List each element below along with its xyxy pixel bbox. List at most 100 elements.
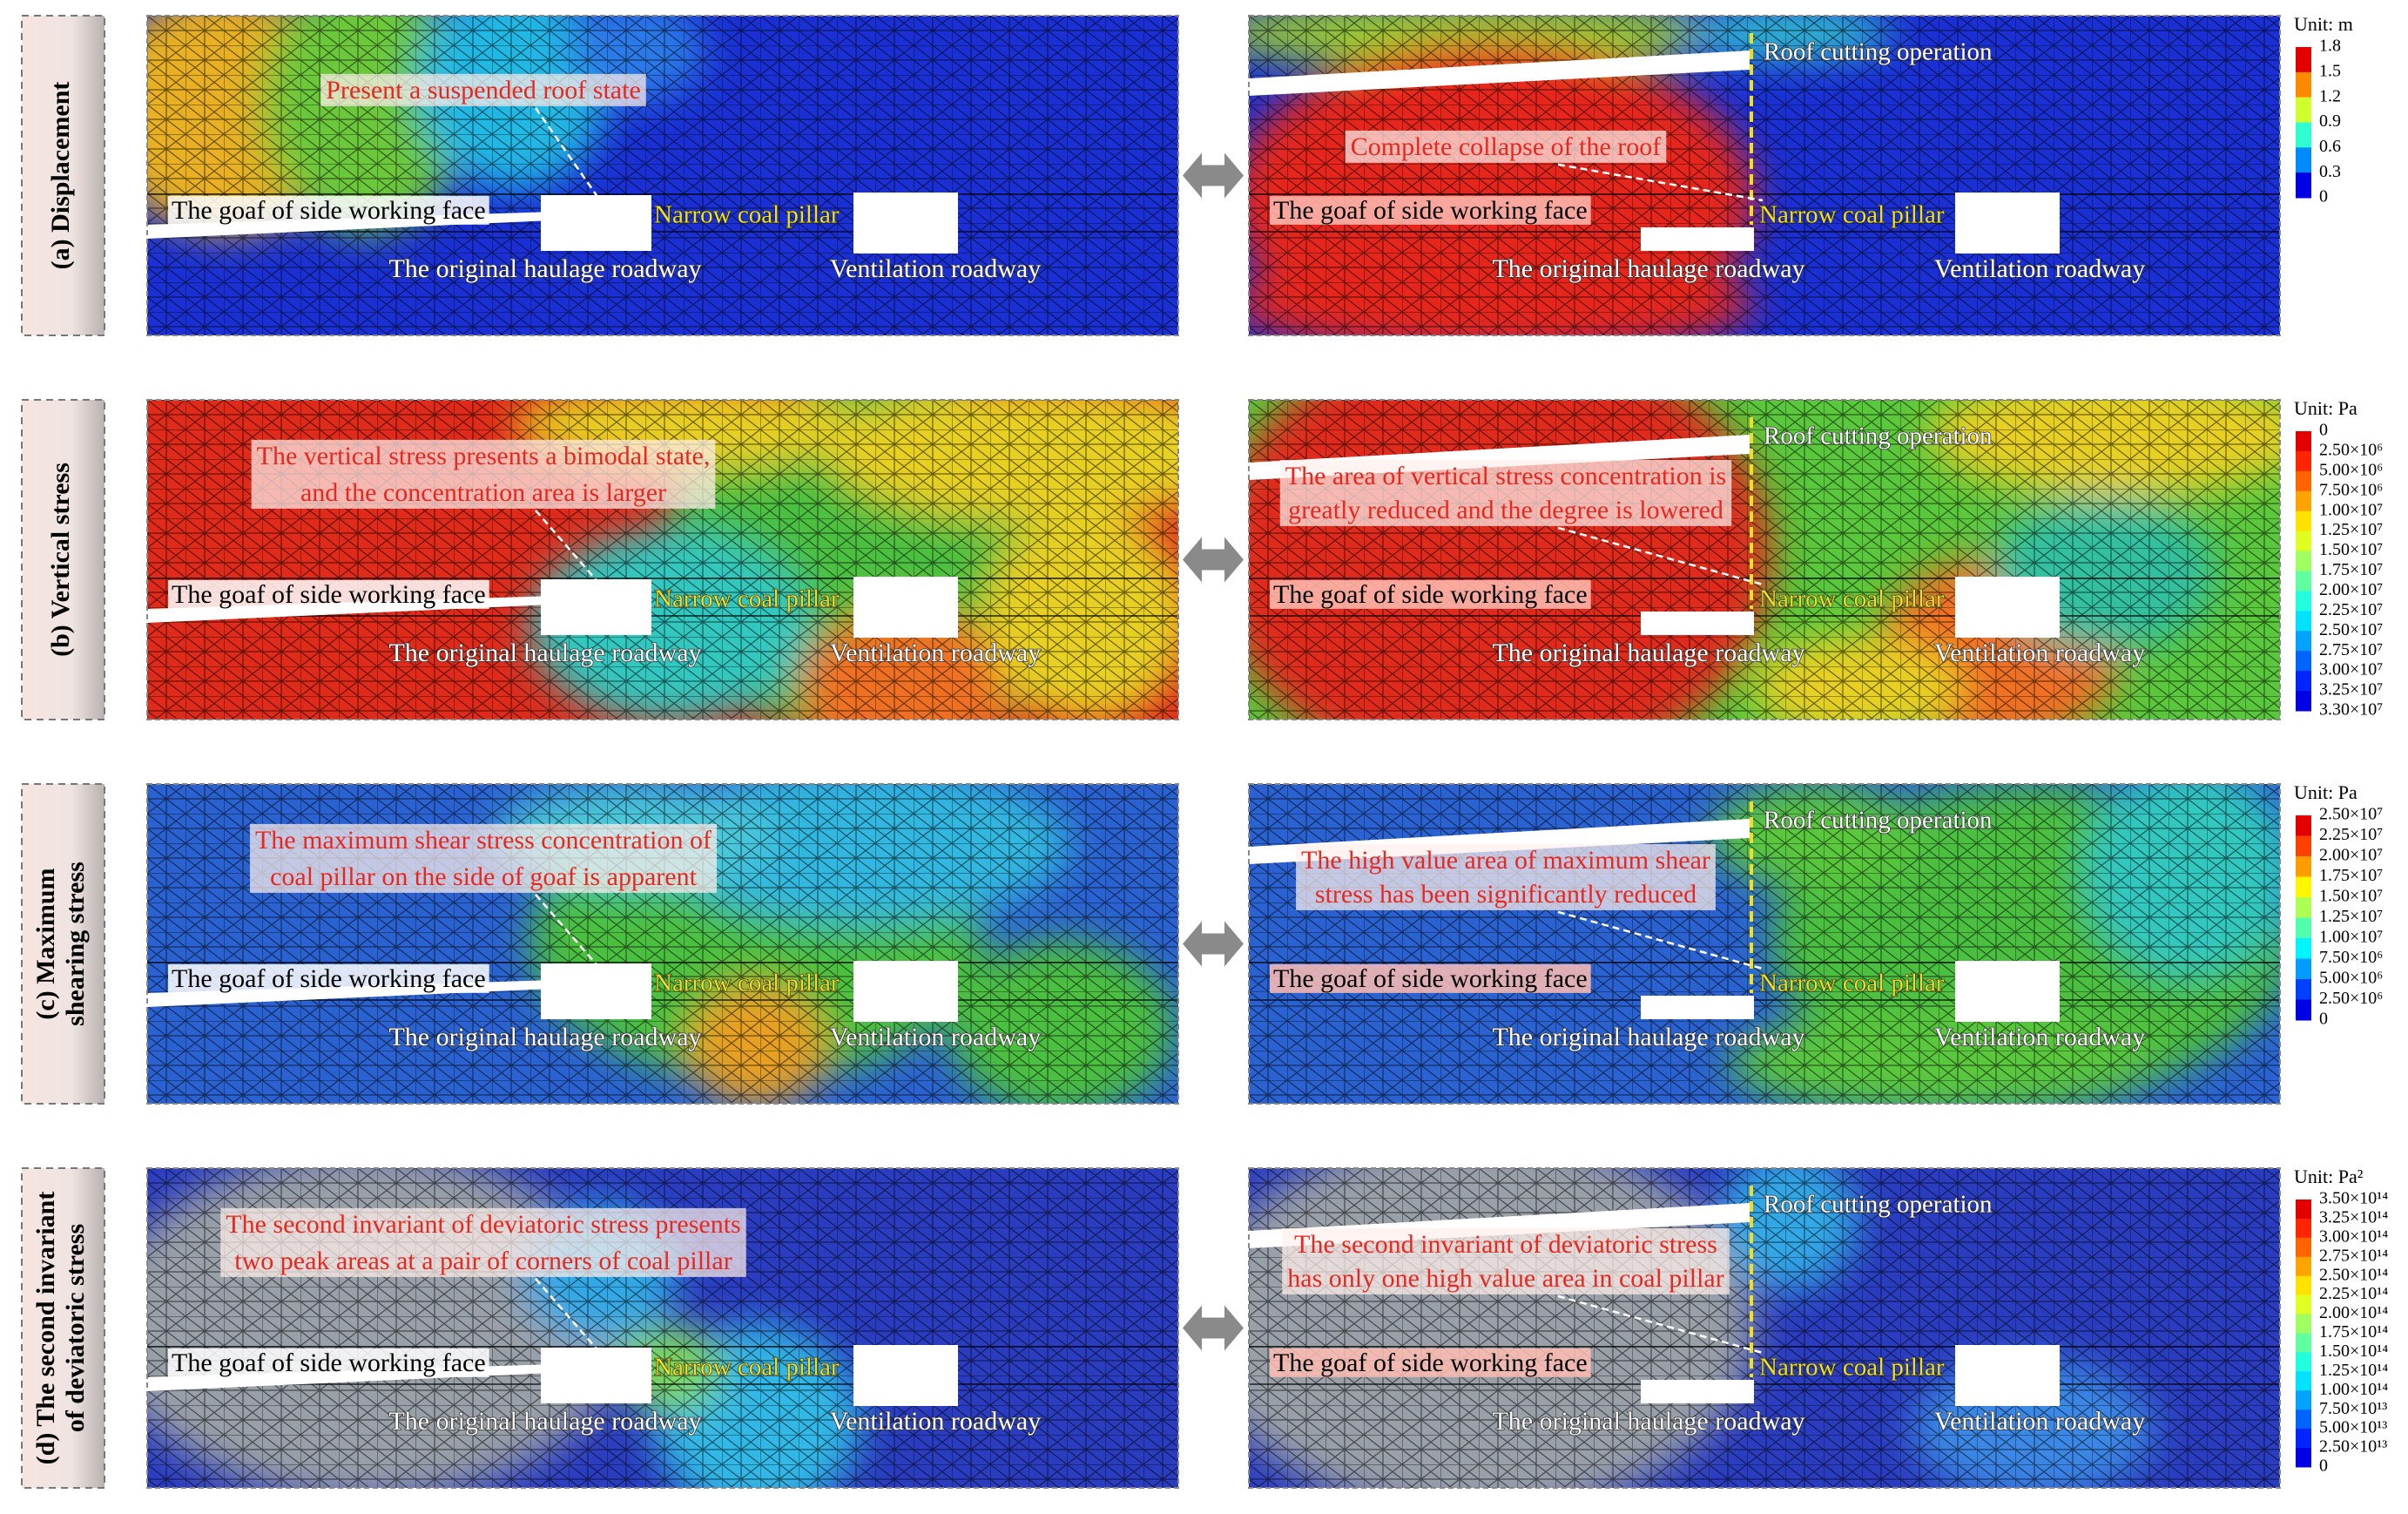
haulage-roadway [1641,996,1754,1019]
colorbar-segment [2296,490,2311,512]
legend-label: 5.00×10⁶ [2319,969,2383,988]
colorbar-segment [2296,470,2311,492]
ventilation-label: Ventilation roadway [1934,254,2145,283]
legend-label: 5.00×10⁶ [2319,460,2383,479]
colorbar-segment [2296,531,2311,552]
goaf-label-box [1270,963,1591,993]
goaf-label-box [1270,579,1591,609]
colorbar-segment [2296,47,2311,73]
row-label: (c) Maximum [31,868,60,1019]
annotation: coal pillar on the side of goaf is appar… [270,862,697,891]
annotation: and the concentration area is larger [300,478,666,507]
row-label: of deviatoric stress [61,1224,90,1432]
haulage-roadway [541,1348,651,1403]
colorbar-segment [2296,1314,2311,1334]
legend-label: 3.30×10⁷ [2319,700,2383,720]
ventilation-roadway [1955,961,2060,1022]
colorbar-segment [2296,1333,2311,1353]
ventilation-roadway [853,961,958,1022]
legend-label: 0 [2319,1010,2328,1029]
legend-label: 1.00×10⁷ [2319,928,2383,947]
colorbar-segment [2296,591,2311,612]
legend-label: 1.00×10¹⁴ [2319,1380,2388,1399]
roof-cutting-label: Roof cutting operation [1764,422,1993,450]
annotation-arrow [1557,1294,1764,1355]
legend-label: 0 [2319,421,2328,440]
colorbar-segment [2296,1218,2311,1239]
legend-label: 2.50×10⁷ [2319,620,2383,639]
colorbar-segment [2296,651,2311,672]
legend-label: 5.00×10¹³ [2319,1418,2387,1437]
goaf-label-box [168,963,489,993]
annotation: has only one high value area in coal pil… [1287,1264,1724,1293]
annotation: The vertical stress presents a bimodal s… [257,442,711,470]
haulage-label: The original haulage roadway [388,639,701,667]
colorbar-segment [2296,147,2311,173]
pillar-label: Narrow coal pillar [654,1354,840,1382]
annotation-box [1282,1227,1730,1294]
legend-label: 0.6 [2319,137,2341,156]
row-label-box [21,1167,105,1489]
annotation: Present a suspended roof state [326,76,641,105]
legend-label: 1.8 [2319,37,2341,56]
annotation-box [220,1207,746,1277]
colorbar-segment [2296,122,2311,148]
panel-border [146,15,1179,336]
goaf-label: The goaf of side working face [172,1348,486,1377]
roof-cutting-label: Roof cutting operation [1764,38,1993,66]
annotation: Complete collapse of the roof [1351,132,1662,161]
legend-label: 2.00×10⁷ [2319,846,2383,865]
annotation-box [320,73,646,106]
colorbar-segment [2296,1352,2311,1372]
legend-unit: Unit: Pa [2294,781,2357,803]
compare-arrow [1183,152,1244,199]
legend-label: 2.50×10⁷ [2319,805,2383,824]
pillar-label: Narrow coal pillar [654,970,840,997]
haulage-label: The original haulage roadway [1492,254,1804,283]
legend-label: 3.50×10¹⁴ [2319,1189,2388,1208]
legend-label: 2.25×10⁷ [2319,825,2383,844]
row-label-box [21,783,105,1105]
legend-label: 1.50×10⁷ [2319,887,2383,906]
annotation-box-group [1296,843,1716,910]
ventilation-label: Ventilation roadway [830,1407,1041,1436]
annotation-arrow [1557,526,1764,586]
legend-label: 3.25×10⁷ [2319,680,2383,700]
colorbar-segment [2296,691,2311,712]
colorbar-segment [2296,671,2311,692]
colorbar-segment [2296,1390,2311,1410]
colorbar-segment [2296,172,2311,199]
haulage-roadway [1641,612,1754,635]
row-label: shearing stress [61,862,90,1026]
ventilation-roadway [1955,1345,2060,1406]
haulage-roadway [1641,227,1754,251]
panel: The goaf of side working face Narrow coal… [147,16,1178,335]
colorbar-segment [2296,1448,2311,1468]
row-label: (b) Vertical stress [46,463,75,657]
legend-label: 1.5 [2319,61,2341,80]
ventilation-label: Ventilation roadway [1934,1407,2145,1436]
colorbar-segment [2296,938,2311,959]
goaf-label: The goaf of side working face [1273,964,1588,993]
haulage-roadway [541,579,651,635]
legend-unit: Unit: Pa [2294,397,2357,419]
colorbar-segment [2296,1371,2311,1391]
legend-label: 1.25×10⁷ [2319,907,2383,926]
mesh [147,16,1178,335]
haulage-roadway [541,963,651,1019]
legend-label: 0 [2319,187,2328,206]
roof-cutting-label: Roof cutting operation [1764,807,1993,835]
goaf-label: The goaf of side working face [1273,1348,1588,1377]
annotation-box-group [249,823,718,893]
compare-arrow [1183,921,1244,967]
legend-unit: Unit: Pa² [2294,1166,2364,1187]
haulage-roadway [541,195,651,251]
legend-label: 3.00×10⁷ [2319,660,2383,679]
colorbar-segment [2296,551,2311,571]
colorbar-segment [2296,876,2311,898]
colorbar-segment [2296,1237,2311,1258]
ventilation-label: Ventilation roadway [1934,1023,2145,1051]
legend-label: 2.50×10⁶ [2319,441,2383,460]
